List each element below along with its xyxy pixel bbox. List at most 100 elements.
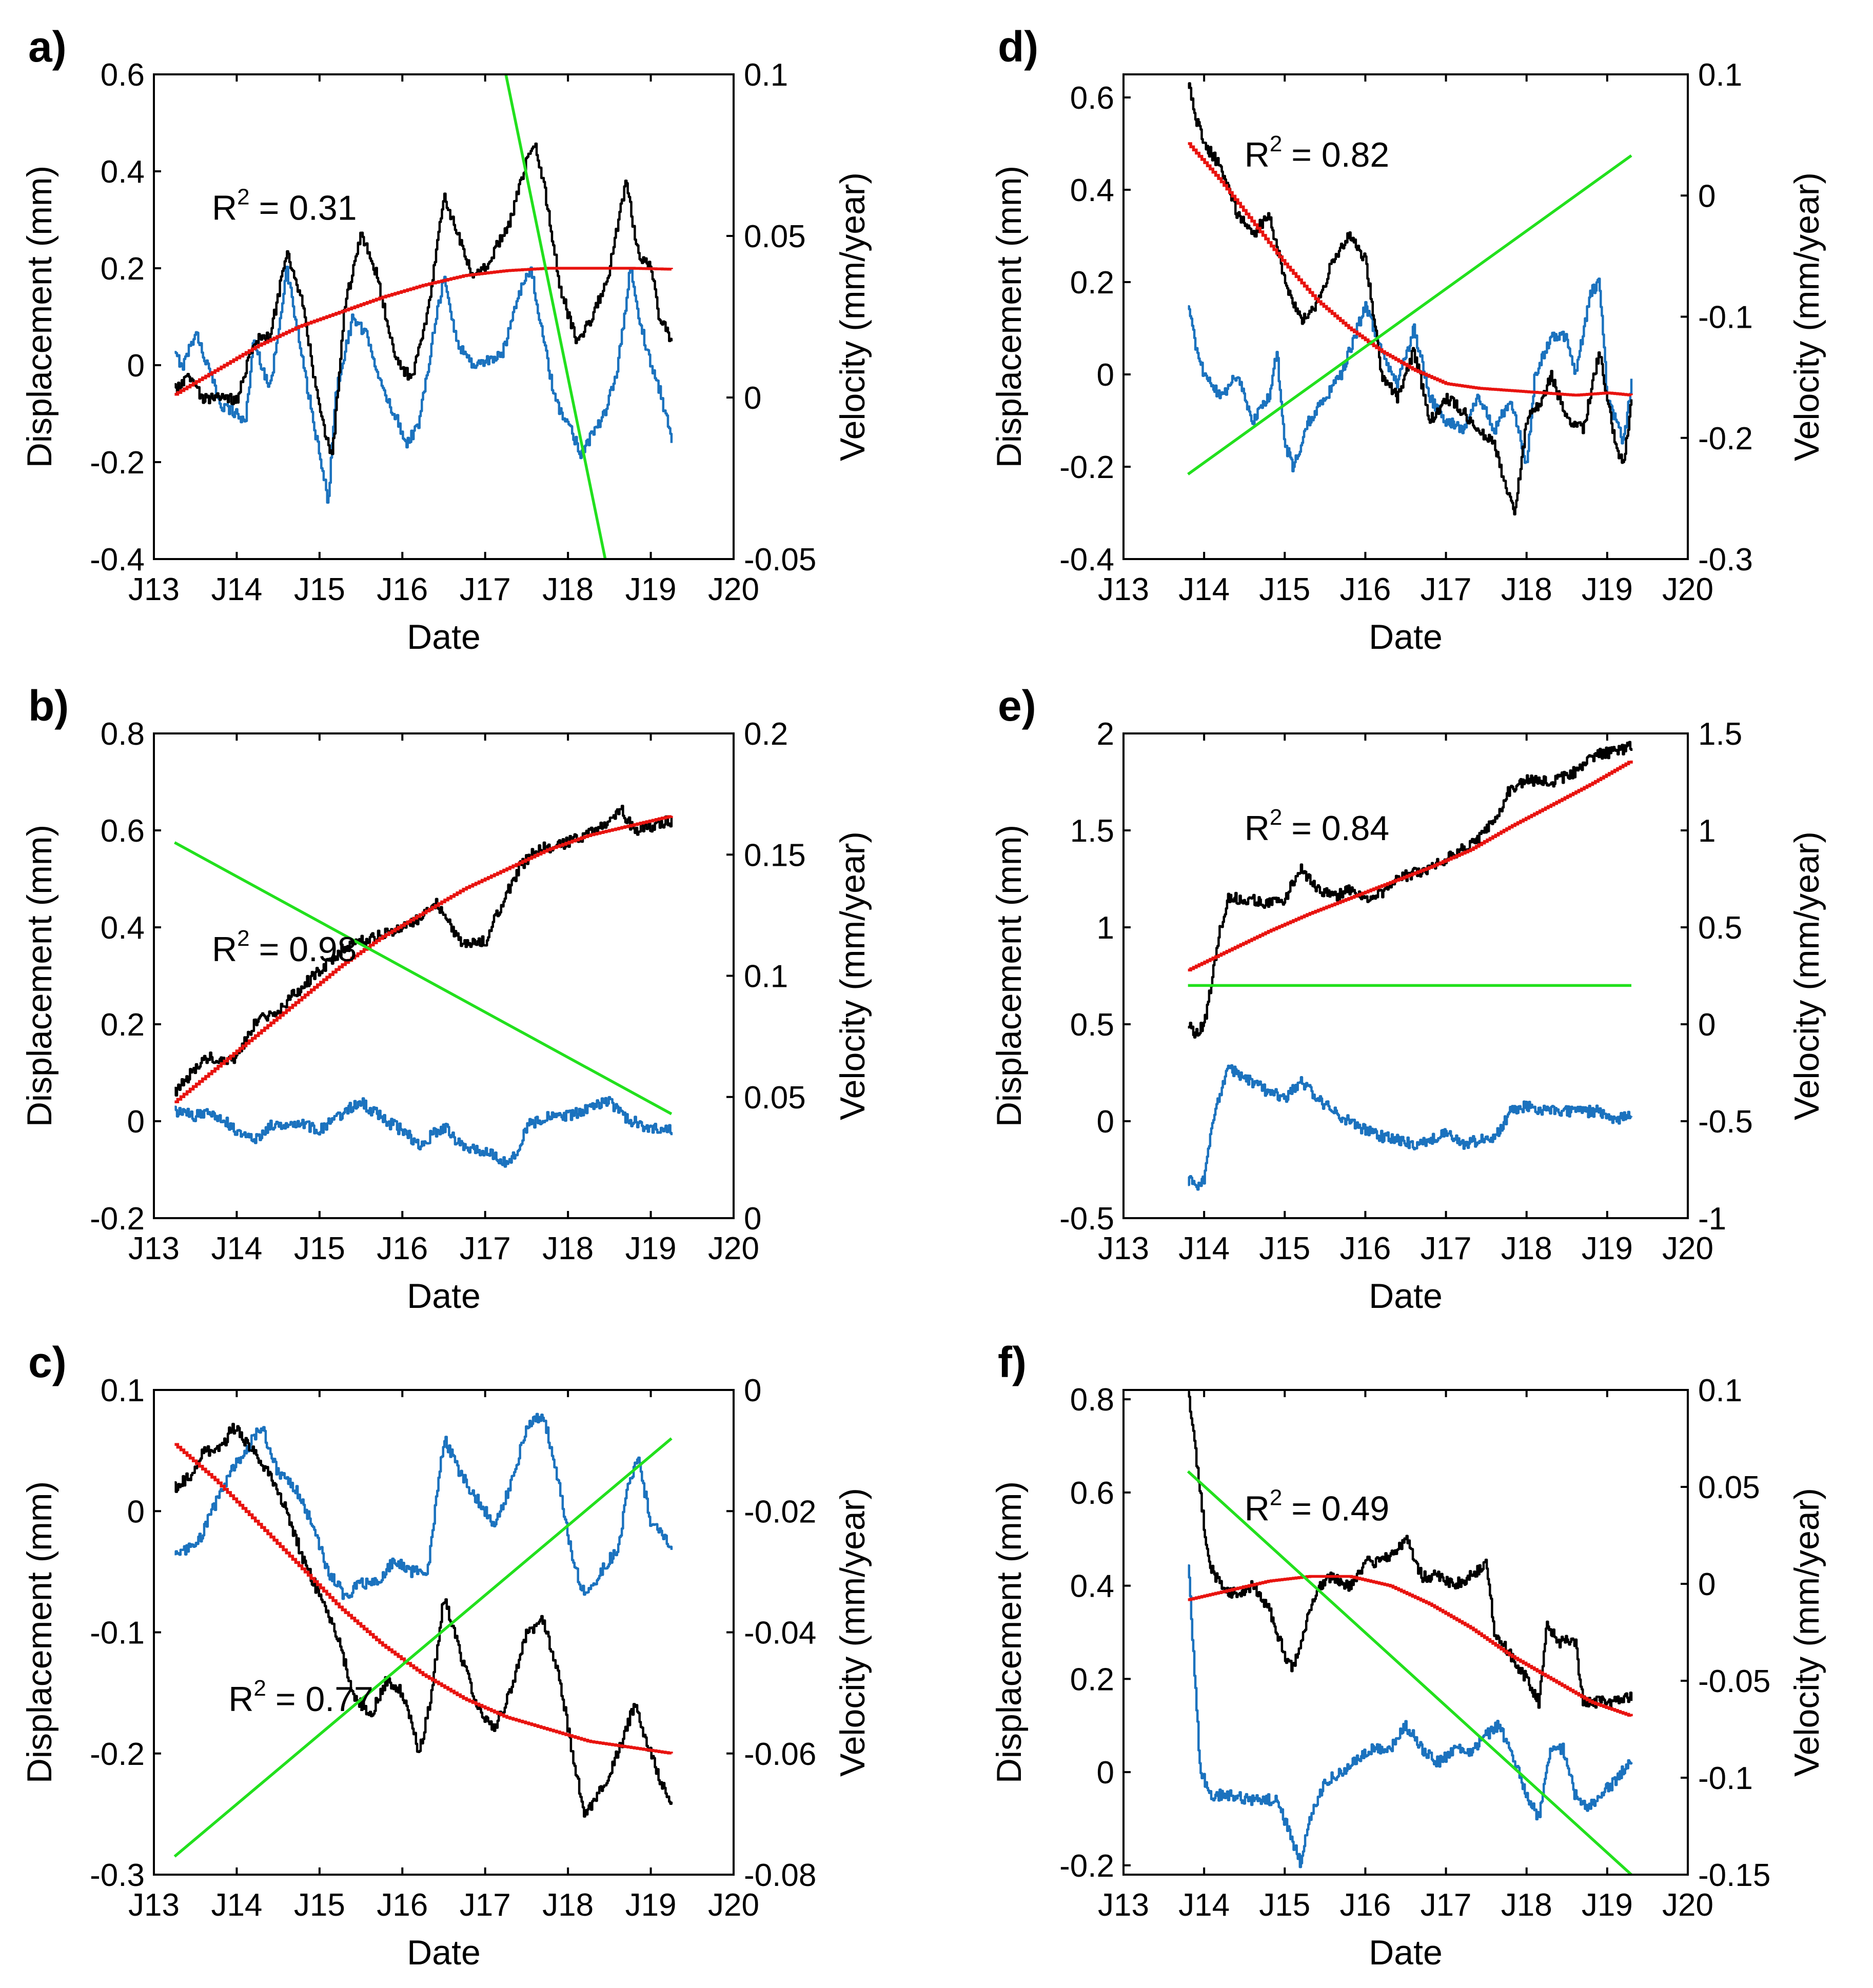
plot-frame [1122, 73, 1689, 560]
x-axis-label: Date [407, 1277, 481, 1316]
r-squared-exponent: 2 [237, 185, 249, 210]
y-right-tick-label: -0.1 [1698, 300, 1753, 335]
panel-f: f) J13 J14 J15 J16 J17 J18 J19 J20 -0.2 0 0.2 0.4 0.6… [990, 1338, 1826, 1972]
y-tick-label: 0.2 [101, 1007, 145, 1043]
x-tick-label: J18 [1501, 1887, 1552, 1923]
r-squared-value: = 0.31 [259, 189, 357, 228]
x-tick-label: J17 [1421, 1231, 1472, 1266]
y-tick-label: 0.4 [1070, 173, 1114, 208]
x-tick-label: J20 [708, 572, 759, 607]
y-right-axis-label: Velocity (mm/year) [833, 172, 872, 461]
y-right-tick-label: -0.2 [1698, 421, 1753, 456]
y-right-tick-label: 1 [1698, 813, 1716, 849]
series-group [1188, 741, 1633, 1191]
series-residual [174, 1096, 673, 1168]
x-axis-label: Date [1369, 618, 1443, 657]
y-tick-label: 0 [1097, 1104, 1114, 1140]
series-velocity [504, 74, 607, 559]
r-squared-exponent: 2 [1270, 1485, 1282, 1510]
y-right-tick-label: -1 [1698, 1201, 1726, 1237]
r-squared-exponent: 2 [253, 1676, 266, 1701]
x-tick-label: J16 [377, 1887, 428, 1923]
y-tick-label: -0.3 [90, 1858, 145, 1893]
r-squared-value: = 0.49 [1291, 1489, 1389, 1528]
y-right-tick-label: 0 [1698, 1567, 1716, 1602]
series-fit [1188, 760, 1633, 971]
x-tick-label: J13 [128, 572, 180, 607]
y-axis-label: Displacement (mm) [990, 166, 1029, 468]
y-tick-label: 0.1 [101, 1373, 145, 1408]
panel-label: e) [998, 682, 1036, 730]
y-tick-label: 0 [127, 1104, 145, 1140]
x-axis-label: Date [407, 1933, 481, 1972]
x-axis-label: Date [1369, 1933, 1443, 1972]
panel-label: b) [28, 682, 69, 730]
series-displacement [1188, 1390, 1633, 1709]
r-squared-value: = 0.84 [1291, 809, 1389, 848]
y-right-tick-label: 0.15 [744, 838, 806, 873]
series-group [174, 804, 673, 1168]
y-tick-label: 0.6 [1070, 1476, 1114, 1511]
panel-c: c) J13 J14 J15 J16 J17 J18 J19 J20 -0.3 -0.2 -0.1 0 0… [20, 1338, 872, 1972]
y-right-axis-label: Velocity (mm/year) [833, 831, 872, 1120]
y-tick-label: -0.2 [90, 445, 145, 481]
y-axis-label: Displacement (mm) [20, 1481, 59, 1783]
panel-label: d) [998, 23, 1038, 71]
x-tick-label: J14 [211, 1887, 262, 1923]
y-right-tick-label: 0 [744, 1373, 761, 1408]
y-axis-label: Displacement (mm) [20, 166, 59, 468]
r-squared-label: R2 = 0.98 [212, 926, 357, 969]
series-residual [174, 1413, 673, 1600]
r-squared-label: R2 = 0.77 [228, 1676, 373, 1719]
series-residual [174, 265, 673, 504]
x-tick-label: J18 [542, 572, 594, 607]
r-squared-symbol: R [1245, 1489, 1270, 1528]
series-fit [174, 815, 673, 1103]
x-tick-label: J15 [1259, 572, 1310, 607]
y-right-tick-label: -0.02 [744, 1494, 816, 1529]
y-tick-label: 0.8 [1070, 1382, 1114, 1418]
y-right-tick-label: -0.5 [1698, 1104, 1753, 1140]
r-squared-value: = 0.77 [275, 1680, 373, 1719]
y-tick-label: 0.6 [101, 813, 145, 849]
plot-frame [1122, 732, 1689, 1219]
y-tick-label: -0.4 [90, 542, 145, 578]
y-right-tick-label: -0.05 [744, 542, 816, 578]
r-squared-exponent: 2 [237, 926, 249, 951]
x-tick-label: J18 [1501, 1231, 1552, 1266]
r-squared-label: R2 = 0.84 [1245, 805, 1390, 848]
x-tick-label: J19 [625, 1887, 677, 1923]
r-squared-symbol: R [212, 930, 237, 969]
y-tick-label: 0 [127, 1494, 145, 1529]
r-squared-symbol: R [1245, 135, 1270, 174]
y-right-tick-label: -0.08 [744, 1858, 816, 1893]
x-tick-label: J18 [542, 1231, 594, 1266]
x-axis-label: Date [407, 618, 481, 657]
x-tick-label: J17 [460, 572, 511, 607]
series-displacement [1188, 741, 1633, 1039]
x-tick-label: J18 [1501, 572, 1552, 607]
x-tick-label: J15 [1259, 1887, 1310, 1923]
x-tick-label: J20 [1662, 1887, 1713, 1923]
x-tick-label: J14 [211, 572, 262, 607]
series-residual [1188, 1064, 1633, 1191]
panel-d: d) J13 J14 J15 J16 J17 J18 J19 J20 -0.4 -0.2 0 0.2 0.… [990, 23, 1826, 657]
y-right-axis-label: Velocity (mm/year) [1787, 172, 1826, 461]
x-tick-label: J19 [625, 1231, 677, 1266]
y-right-tick-label: -0.06 [744, 1737, 816, 1772]
x-tick-label: J13 [1098, 572, 1149, 607]
x-tick-label: J15 [294, 572, 345, 607]
y-axis-label: Displacement (mm) [990, 1481, 1029, 1783]
y-tick-label: -0.2 [90, 1737, 145, 1772]
y-tick-label: 0.2 [1070, 1662, 1114, 1697]
x-tick-label: J14 [1178, 1887, 1230, 1923]
x-tick-label: J16 [377, 1231, 428, 1266]
y-right-tick-label: 0.1 [1698, 57, 1742, 93]
panel-label: a) [28, 23, 67, 71]
y-right-axis-label: Velocity (mm/year) [1787, 1488, 1826, 1777]
y-tick-label: 1 [1097, 910, 1114, 946]
x-tick-label: J19 [1582, 1887, 1633, 1923]
x-tick-label: J16 [377, 572, 428, 607]
x-tick-label: J14 [211, 1231, 262, 1266]
